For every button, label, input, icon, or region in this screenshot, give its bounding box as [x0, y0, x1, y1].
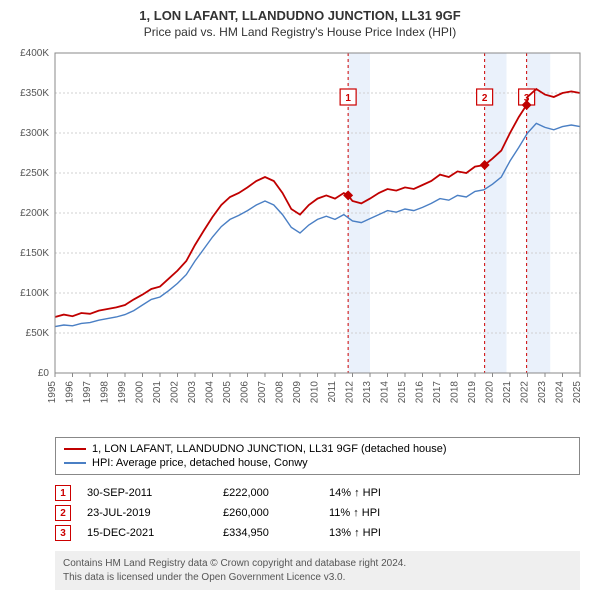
svg-text:2018: 2018: [450, 381, 461, 404]
svg-text:2: 2: [482, 93, 488, 104]
legend-swatch: [64, 462, 86, 464]
event-date: 30-SEP-2011: [87, 487, 207, 499]
chart-title-address: 1, LON LAFANT, LLANDUDNO JUNCTION, LL31 …: [0, 8, 600, 23]
chart-container: 1, LON LAFANT, LLANDUDNO JUNCTION, LL31 …: [0, 0, 600, 590]
svg-text:1996: 1996: [65, 381, 76, 404]
svg-text:2008: 2008: [275, 381, 286, 404]
svg-text:2012: 2012: [345, 381, 356, 404]
svg-text:2003: 2003: [187, 381, 198, 404]
event-delta: 13% ↑ HPI: [329, 527, 381, 539]
event-row: 3 15-DEC-2021 £334,950 13% ↑ HPI: [55, 523, 580, 543]
svg-text:1997: 1997: [82, 381, 93, 404]
legend-swatch: [64, 448, 86, 450]
footer-line2: This data is licensed under the Open Gov…: [63, 571, 572, 585]
event-price: £260,000: [223, 507, 313, 519]
svg-text:2011: 2011: [327, 381, 338, 403]
svg-text:2020: 2020: [485, 381, 496, 404]
svg-text:2015: 2015: [397, 381, 408, 404]
svg-text:£100K: £100K: [20, 288, 49, 299]
event-delta: 11% ↑ HPI: [329, 507, 380, 519]
event-marker-box: 2: [55, 505, 71, 521]
svg-text:2006: 2006: [240, 381, 251, 404]
svg-text:2002: 2002: [170, 381, 181, 404]
footer-line1: Contains HM Land Registry data © Crown c…: [63, 557, 572, 571]
svg-text:£200K: £200K: [20, 208, 49, 219]
svg-text:1998: 1998: [100, 381, 111, 404]
svg-text:2014: 2014: [380, 381, 391, 404]
svg-text:2000: 2000: [135, 381, 146, 404]
legend-item: HPI: Average price, detached house, Conw…: [64, 456, 571, 470]
svg-text:2024: 2024: [555, 381, 566, 404]
event-price: £222,000: [223, 487, 313, 499]
event-marker-box: 3: [55, 525, 71, 541]
svg-text:1995: 1995: [47, 381, 58, 404]
event-table: 1 30-SEP-2011 £222,000 14% ↑ HPI 2 23-JUL-201…: [55, 483, 580, 543]
svg-text:1999: 1999: [117, 381, 128, 404]
event-marker-box: 1: [55, 485, 71, 501]
legend: 1, LON LAFANT, LLANDUDNO JUNCTION, LL31 …: [55, 437, 580, 475]
svg-text:2023: 2023: [537, 381, 548, 404]
svg-text:2025: 2025: [572, 381, 583, 404]
svg-text:2004: 2004: [205, 381, 216, 404]
event-date: 23-JUL-2019: [87, 507, 207, 519]
legend-item: 1, LON LAFANT, LLANDUDNO JUNCTION, LL31 …: [64, 442, 571, 456]
chart-title-subtitle: Price paid vs. HM Land Registry's House …: [0, 25, 600, 39]
legend-label: 1, LON LAFANT, LLANDUDNO JUNCTION, LL31 …: [92, 443, 447, 455]
svg-text:2021: 2021: [502, 381, 513, 404]
svg-text:2001: 2001: [152, 381, 163, 404]
event-delta: 14% ↑ HPI: [329, 487, 381, 499]
svg-text:£350K: £350K: [20, 88, 49, 99]
event-row: 2 23-JUL-2019 £260,000 11% ↑ HPI: [55, 503, 580, 523]
svg-text:2013: 2013: [362, 381, 373, 404]
svg-text:2010: 2010: [310, 381, 321, 404]
event-price: £334,950: [223, 527, 313, 539]
svg-text:2005: 2005: [222, 381, 233, 404]
svg-text:2016: 2016: [415, 381, 426, 404]
svg-text:£250K: £250K: [20, 168, 49, 179]
svg-text:£150K: £150K: [20, 248, 49, 259]
svg-text:£50K: £50K: [26, 328, 50, 339]
event-row: 1 30-SEP-2011 £222,000 14% ↑ HPI: [55, 483, 580, 503]
footer-attribution: Contains HM Land Registry data © Crown c…: [55, 551, 580, 590]
chart-plot-area: £0 £50K £100K £150K £200K £250K £300K £350K £400…: [0, 43, 600, 433]
svg-text:1: 1: [345, 93, 351, 104]
title-block: 1, LON LAFANT, LLANDUDNO JUNCTION, LL31 …: [0, 0, 600, 43]
svg-text:£0: £0: [38, 368, 50, 379]
svg-text:2017: 2017: [432, 381, 443, 404]
svg-text:2009: 2009: [292, 381, 303, 404]
svg-text:£300K: £300K: [20, 128, 49, 139]
event-date: 15-DEC-2021: [87, 527, 207, 539]
svg-text:2007: 2007: [257, 381, 268, 404]
svg-text:£400K: £400K: [20, 48, 49, 59]
chart-svg: £0 £50K £100K £150K £200K £250K £300K £350K £400…: [0, 43, 600, 433]
svg-text:2019: 2019: [467, 381, 478, 404]
legend-label: HPI: Average price, detached house, Conw…: [92, 457, 308, 469]
svg-text:2022: 2022: [520, 381, 531, 404]
